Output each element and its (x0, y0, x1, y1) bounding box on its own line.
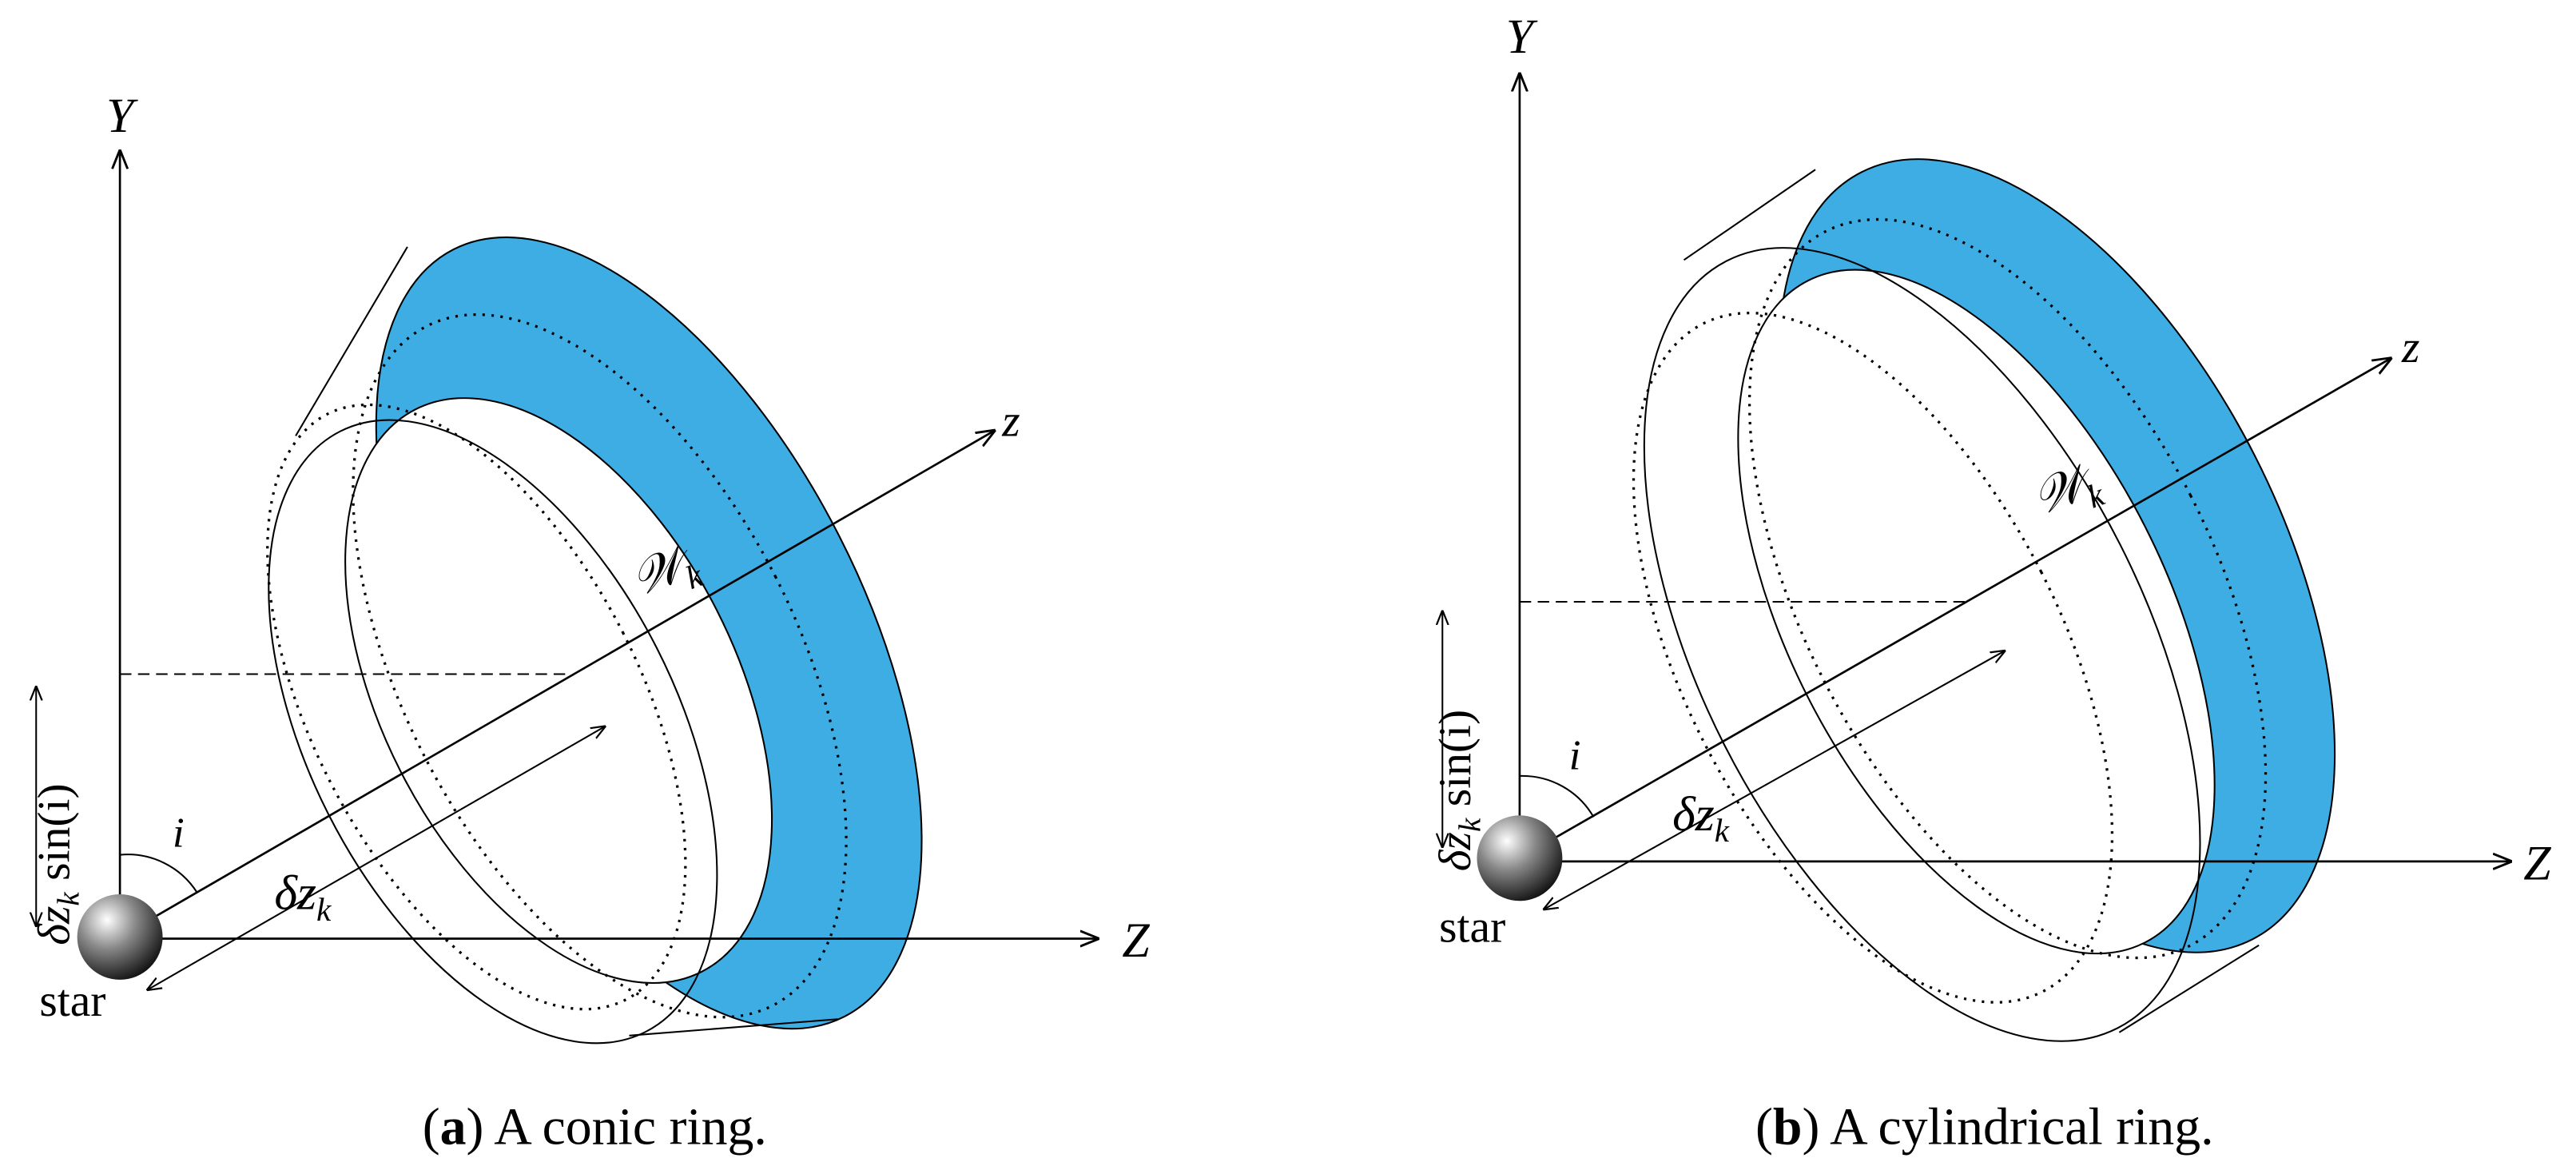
i-label: i (1569, 731, 1581, 779)
caption: (a) A conic ring. (423, 1098, 767, 1156)
star-label: star (39, 976, 105, 1026)
cone-edge (295, 246, 838, 1037)
star (77, 893, 163, 980)
caption-close: ) (1802, 1098, 1819, 1156)
caption-text: A conic ring. (483, 1098, 766, 1156)
depth-label: δzk (1672, 787, 1730, 849)
depth-sub: k (316, 891, 332, 928)
panel-b: Y Z z i δzk δzk sin(i) star 𝒲k (b) A cyl… (1430, 10, 2551, 1156)
offset-base: δz (29, 906, 79, 945)
y-label: Y (1506, 10, 1538, 64)
caption-tag: a (440, 1098, 467, 1156)
caption-close: ) (467, 1098, 484, 1156)
z-label: Z (2523, 836, 2551, 890)
caption: (b) A cylindrical ring. (1755, 1098, 2214, 1156)
offset-label: δzk sin(i) (29, 783, 85, 945)
offset-base: δz (1430, 832, 1481, 871)
offset-sub: k (52, 892, 86, 906)
star-label: star (1439, 902, 1505, 953)
caption-text: A cylindrical ring. (1819, 1098, 2213, 1156)
los-label: z (2401, 322, 2419, 372)
i-label: i (173, 808, 185, 856)
angle-arc (119, 854, 198, 893)
depth-arrow (1544, 651, 2005, 909)
caption-tag: b (1773, 1098, 1803, 1156)
cyl-edge (1683, 169, 2260, 1033)
z-label: Z (1122, 913, 1150, 968)
depth-sub: k (1715, 812, 1730, 849)
ring-front-dots (1632, 311, 2114, 1004)
panel-a: Y Z z i δzk δzk sin(i) star 𝒲k (a) A con… (29, 89, 1150, 1156)
offset-tail: sin(i) (29, 783, 79, 892)
depth-label: δzk (274, 866, 332, 927)
depth-base: δz (274, 866, 316, 920)
caption-open: ( (423, 1098, 440, 1156)
y-label: Y (106, 89, 138, 143)
offset-tail: sin(i) (1430, 710, 1481, 818)
depth-base: δz (1672, 787, 1715, 842)
los-label: z (1001, 396, 1020, 446)
depth-arrow (148, 726, 605, 989)
star (1477, 815, 1563, 901)
caption-open: ( (1755, 1098, 1773, 1156)
offset-sub: k (1453, 818, 1488, 832)
angle-arc (1519, 774, 1595, 818)
offset-label: δzk sin(i) (1430, 710, 1487, 871)
